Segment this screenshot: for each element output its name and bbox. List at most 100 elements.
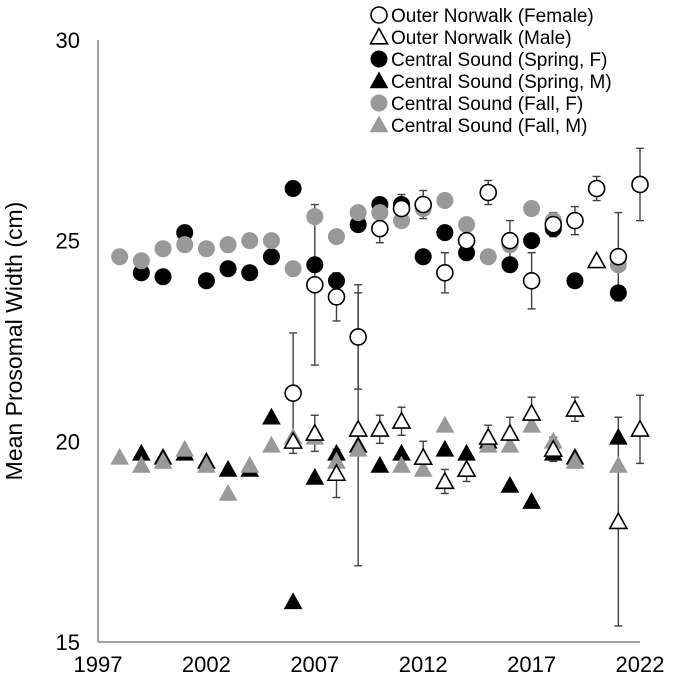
point-outer-norwalk-male <box>348 419 369 437</box>
legend-label-central-sound-fall-f: Central Sound (Fall, F) <box>391 94 583 115</box>
point-outer-norwalk-female <box>587 179 606 198</box>
point-outer-norwalk-male <box>435 471 455 490</box>
point-central-sound-fall-m <box>153 451 173 469</box>
point-outer-norwalk-male <box>413 447 434 465</box>
point-central-sound-fall-f <box>479 248 497 266</box>
point-central-sound-fall-m <box>175 439 195 457</box>
point-outer-norwalk-male <box>630 419 650 437</box>
point-central-sound-fall-m <box>110 447 130 465</box>
point-outer-norwalk-female <box>284 384 302 402</box>
point-central-sound-fall-m <box>522 415 541 433</box>
point-outer-norwalk-female <box>371 219 389 238</box>
point-outer-norwalk-male <box>543 439 564 457</box>
point-central-sound-spring-f <box>306 256 324 274</box>
legend-label-central-sound-fall-m: Central Sound (Fall, M) <box>391 116 587 137</box>
point-central-sound-fall-f <box>458 216 476 234</box>
point-central-sound-spring-f <box>436 224 454 242</box>
point-central-sound-spring-m <box>305 467 325 485</box>
point-central-sound-fall-m <box>240 455 260 473</box>
point-central-sound-fall-f <box>284 260 302 278</box>
x-tick-labels: 1997 2002 2007 2012 2017 2022 <box>74 652 665 677</box>
data-points <box>110 175 650 610</box>
legend-label-outer-norwalk-female: Outer Norwalk (Female) <box>391 6 594 27</box>
point-central-sound-fall-f <box>371 204 389 222</box>
legend-marker-central-sound-spring-f <box>370 50 388 68</box>
point-outer-norwalk-female <box>501 231 519 250</box>
legend-label-central-sound-spring-m: Central Sound (Spring, M) <box>391 72 612 93</box>
point-outer-norwalk-female <box>631 175 649 194</box>
legend: Outer Norwalk (Female)Outer Norwalk (Mal… <box>369 6 612 137</box>
point-central-sound-spring-f <box>219 260 237 278</box>
point-central-sound-fall-m <box>132 455 151 473</box>
legend-marker-central-sound-fall-f <box>370 94 388 112</box>
point-outer-norwalk-male <box>608 511 629 530</box>
point-central-sound-fall-m <box>435 415 455 433</box>
point-central-sound-spring-m <box>218 459 238 477</box>
point-central-sound-spring-m <box>500 475 520 493</box>
point-central-sound-spring-f <box>566 272 584 290</box>
point-outer-norwalk-male <box>565 399 585 417</box>
point-central-sound-fall-f <box>523 200 541 218</box>
axes <box>97 40 640 643</box>
y-axis-title: Mean Prosomal Width (cm) <box>1 202 27 481</box>
point-outer-norwalk-male <box>304 423 325 441</box>
point-central-sound-fall-f <box>262 232 280 250</box>
point-central-sound-spring-f <box>414 248 432 266</box>
point-central-sound-spring-f <box>327 272 345 290</box>
y-tick-labels: 15 20 25 30 <box>56 28 80 655</box>
point-outer-norwalk-male <box>326 463 347 482</box>
point-central-sound-fall-m <box>608 455 628 473</box>
point-central-sound-fall-f <box>111 248 129 266</box>
point-outer-norwalk-male <box>369 419 390 437</box>
point-central-sound-fall-f <box>219 236 237 254</box>
x-tick-label: 2022 <box>616 652 665 677</box>
point-central-sound-fall-f <box>154 240 172 258</box>
point-outer-norwalk-female <box>305 276 324 294</box>
point-central-sound-spring-m <box>435 439 455 457</box>
point-outer-norwalk-female <box>522 271 541 290</box>
point-central-sound-fall-m <box>500 435 520 453</box>
x-tick-label: 2012 <box>399 652 448 677</box>
point-central-sound-spring-m <box>608 427 628 445</box>
legend-marker-central-sound-fall-m <box>369 115 389 133</box>
point-outer-norwalk-female <box>479 183 498 202</box>
point-central-sound-fall-f <box>197 240 215 258</box>
legend-marker-central-sound-spring-m <box>369 71 389 89</box>
point-central-sound-fall-f <box>132 252 150 270</box>
legend-label-outer-norwalk-male: Outer Norwalk (Male) <box>391 28 572 49</box>
point-outer-norwalk-male <box>521 403 542 421</box>
point-central-sound-spring-m <box>262 407 281 425</box>
legend-label-central-sound-spring-f: Central Sound (Spring, F) <box>391 50 608 71</box>
point-central-sound-fall-m <box>197 455 216 473</box>
y-tick-label: 20 <box>56 429 80 454</box>
point-central-sound-spring-f <box>241 264 259 282</box>
point-outer-norwalk-female <box>392 199 411 218</box>
point-outer-norwalk-male <box>478 427 499 445</box>
y-tick-label: 15 <box>56 630 80 655</box>
point-central-sound-fall-m <box>413 459 433 477</box>
point-central-sound-fall-f <box>176 236 194 254</box>
point-central-sound-fall-m <box>348 439 368 457</box>
point-outer-norwalk-female <box>436 263 454 282</box>
x-tick-label: 2002 <box>182 652 231 677</box>
point-outer-norwalk-female <box>457 231 476 250</box>
y-tick-label: 25 <box>56 229 80 254</box>
point-central-sound-spring-f <box>197 272 215 290</box>
point-central-sound-spring-m <box>370 455 390 473</box>
x-tick-label: 1997 <box>74 652 123 677</box>
legend-marker-outer-norwalk-female <box>370 6 388 24</box>
point-central-sound-spring-f <box>523 232 541 250</box>
point-central-sound-fall-m <box>392 455 411 473</box>
legend-marker-outer-norwalk-male <box>369 26 389 45</box>
point-outer-norwalk-female <box>609 247 628 266</box>
point-outer-norwalk-male <box>456 459 477 478</box>
point-central-sound-fall-m <box>565 451 585 469</box>
point-outer-norwalk-female <box>349 328 367 346</box>
point-central-sound-fall-m <box>218 483 238 501</box>
point-outer-norwalk-female <box>327 288 346 306</box>
x-tick-label: 2017 <box>507 652 556 677</box>
point-central-sound-spring-f <box>284 179 302 197</box>
point-central-sound-spring-f <box>262 248 280 266</box>
point-outer-norwalk-female <box>566 211 584 230</box>
